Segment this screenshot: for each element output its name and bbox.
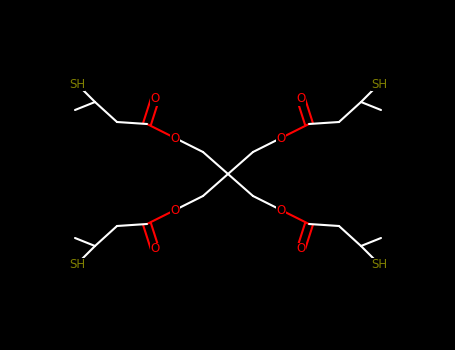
Text: O: O <box>150 92 160 105</box>
Text: SH: SH <box>69 77 85 91</box>
Text: SH: SH <box>69 258 85 271</box>
Text: O: O <box>170 203 180 217</box>
Text: O: O <box>296 243 306 256</box>
Text: O: O <box>296 92 306 105</box>
Text: O: O <box>276 203 286 217</box>
Text: O: O <box>150 243 160 256</box>
Text: O: O <box>170 132 180 145</box>
Text: SH: SH <box>371 258 387 271</box>
Text: O: O <box>276 132 286 145</box>
Text: SH: SH <box>371 77 387 91</box>
